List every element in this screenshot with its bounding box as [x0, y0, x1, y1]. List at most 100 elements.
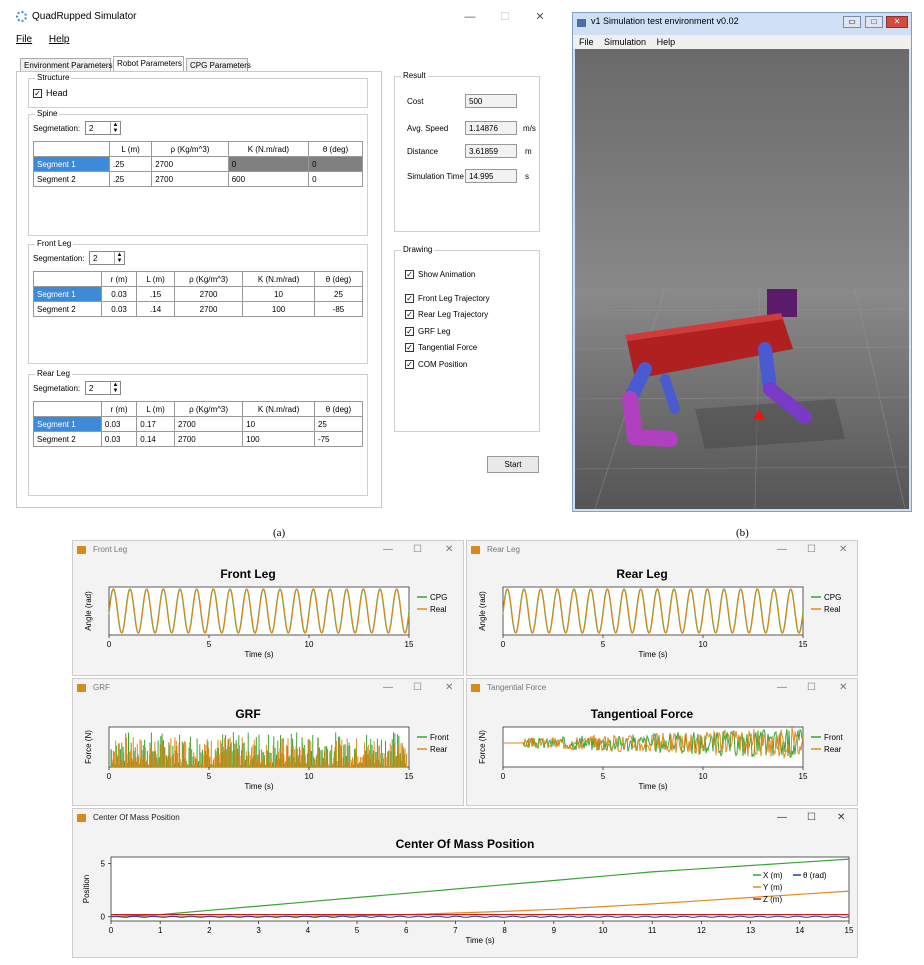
table-cell[interactable]: 2700 [173, 301, 244, 317]
minimize-button[interactable]: — [383, 544, 393, 555]
maximize-button[interactable]: ☐ [413, 682, 422, 693]
table-cell[interactable]: 0.03 [100, 286, 138, 302]
minimize-button[interactable]: — [464, 11, 476, 23]
maximize-button[interactable]: ☐ [807, 544, 816, 555]
table-cell[interactable]: .25 [109, 171, 153, 187]
series-line-real [502, 588, 804, 634]
x-tick-label: 8 [502, 926, 507, 935]
table-cell[interactable]: 10 [242, 286, 315, 302]
close-button[interactable]: ✕ [535, 11, 545, 23]
row-header[interactable]: Segment 1 [33, 286, 102, 302]
tab-cpg-parameters[interactable]: CPG Parameters [186, 58, 251, 72]
show-animation-checkbox[interactable]: ✓ Show Animation [405, 270, 475, 280]
table-cell[interactable]: 25 [313, 416, 364, 432]
com-marker [753, 409, 765, 419]
table-cell[interactable]: -85 [313, 301, 364, 317]
table-cell[interactable]: .15 [136, 286, 175, 302]
table-cell[interactable]: 100 [242, 301, 315, 317]
table-cell[interactable]: .14 [136, 301, 175, 317]
menu-file[interactable]: File [16, 34, 33, 45]
table-cell[interactable]: 2700 [151, 156, 229, 172]
maximize-button[interactable]: ☐ [500, 11, 510, 23]
x-tick-label: 5 [207, 640, 212, 649]
table-cell[interactable]: 10 [242, 416, 315, 432]
maximize-button[interactable]: ☐ [413, 544, 422, 555]
table-cell[interactable]: 0.03 [100, 301, 138, 317]
table-cell[interactable]: 0 [308, 156, 363, 172]
table-row[interactable]: Segment 1 0.03 0.17 2700 10 25 [33, 416, 364, 432]
front-leg-label: Front Leg [35, 239, 74, 248]
table-cell[interactable]: .25 [109, 156, 153, 172]
close-button[interactable]: ✕ [837, 812, 846, 823]
maximize-button[interactable]: ☐ [807, 812, 816, 823]
row-header[interactable]: Segment 1 [33, 416, 102, 432]
grf-leg-checkbox[interactable]: ✓ GRF Leg [405, 327, 450, 337]
head-checkbox[interactable]: ✓ Head [33, 88, 68, 99]
x-tick-label: 14 [795, 926, 804, 935]
menu-help[interactable]: Help [48, 34, 70, 45]
close-button[interactable]: ✕ [839, 544, 848, 555]
table-cell[interactable]: 2700 [151, 171, 229, 187]
minimize-button[interactable]: — [777, 682, 787, 693]
row-header[interactable]: Segment 2 [33, 301, 102, 317]
minimize-button[interactable]: — [777, 544, 787, 555]
front-leg-trajectory-checkbox[interactable]: ✓ Front Leg Trajectory [405, 294, 490, 304]
table-cell[interactable]: 2700 [173, 431, 244, 447]
table-cell[interactable]: -75 [313, 431, 364, 447]
table-cell[interactable]: 25 [313, 286, 364, 302]
tangential-force-checkbox[interactable]: ✓ Tangential Force [405, 343, 477, 353]
sim-menu-file[interactable]: File [579, 37, 594, 47]
sim-close-button[interactable]: ✕ [886, 16, 908, 28]
row-header[interactable]: Segment 2 [33, 431, 102, 447]
table-row[interactable]: Segment 2 0.03 0.14 2700 100 -75 [33, 431, 364, 447]
close-button[interactable]: ✕ [839, 682, 848, 693]
table-cell[interactable]: 2700 [173, 286, 244, 302]
table-cell[interactable]: 100 [242, 431, 315, 447]
table-cell[interactable]: 600 [227, 171, 310, 187]
spinner-arrows-icon[interactable]: ▲ ▼ [110, 122, 120, 134]
maximize-button[interactable]: ☐ [807, 682, 816, 693]
sim-menu-help[interactable]: Help [656, 37, 676, 47]
table-cell[interactable]: 0.14 [136, 431, 175, 447]
table-cell[interactable]: 2700 [173, 416, 244, 432]
x-axis-label: Time (s) [638, 782, 667, 791]
start-button[interactable]: Start [487, 456, 539, 473]
table-cell[interactable]: 0 [308, 171, 363, 187]
chart-app-icon [77, 684, 86, 692]
table-row[interactable]: Segment 2 0.03 .14 2700 100 -85 [33, 301, 364, 317]
row-header[interactable]: Segment 2 [32, 171, 111, 187]
table-cell[interactable]: 0 [227, 156, 310, 172]
spinner-arrows-icon[interactable]: ▲ ▼ [110, 382, 120, 394]
table-row[interactable]: Segment 1 0.03 .15 2700 10 25 [33, 286, 364, 302]
sim-title: v1 Simulation test environment v0.02 [591, 16, 739, 26]
minimize-button[interactable]: — [777, 812, 787, 823]
spinner-arrows-icon[interactable]: ▲ ▼ [114, 252, 124, 264]
close-button[interactable]: ✕ [445, 682, 454, 693]
x-tick-label: 0 [107, 772, 112, 781]
com-position-checkbox[interactable]: ✓ COM Position [405, 360, 467, 370]
sim-maximize-button[interactable]: □ [865, 16, 883, 28]
table-cell[interactable]: 0.17 [136, 416, 175, 432]
table-row[interactable]: Segment 2 .25 2700 600 0 [32, 171, 363, 187]
result-label: Result [401, 71, 428, 80]
close-button[interactable]: ✕ [445, 544, 454, 555]
legend-entry: Rear [430, 745, 448, 754]
front-leg-seg-stepper[interactable]: 2 ▲ ▼ [89, 251, 125, 265]
row-header[interactable]: Segment 1 [32, 156, 111, 172]
tab-environment-parameters[interactable]: Environment Parameters [20, 58, 112, 72]
sim-menu-simulation[interactable]: Simulation [604, 37, 647, 47]
rear-leg-trajectory-checkbox[interactable]: ✓ Rear Leg Trajectory [405, 310, 488, 320]
caption-a: (a) [273, 527, 286, 539]
spine-seg-stepper[interactable]: 2 ▲ ▼ [85, 121, 121, 135]
table-cell[interactable]: 0.03 [100, 416, 138, 432]
tab-robot-parameters[interactable]: Robot Parameters [113, 56, 184, 72]
rear-leg-seg-stepper[interactable]: 2 ▲ ▼ [85, 381, 121, 395]
sim-viewport[interactable] [575, 49, 909, 509]
check-icon: ✓ [405, 327, 414, 337]
legend-entry: Rear [824, 745, 842, 754]
table-row[interactable]: Segment 1 .25 2700 0 0 [32, 156, 363, 172]
table-cell[interactable]: 0.03 [100, 431, 138, 447]
window-title: Rear Leg [487, 545, 520, 554]
sim-minimize-button[interactable]: ▭ [843, 16, 861, 28]
minimize-button[interactable]: — [383, 682, 393, 693]
